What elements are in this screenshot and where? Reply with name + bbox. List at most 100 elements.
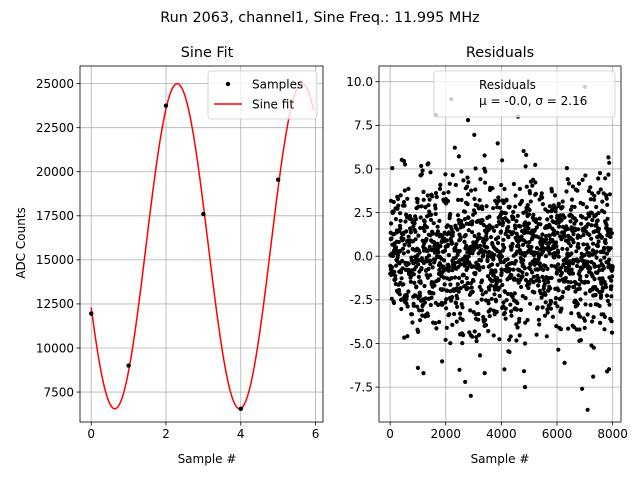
residual-point <box>604 196 609 201</box>
residual-point <box>406 186 411 191</box>
residual-point <box>483 317 488 323</box>
residual-point <box>575 302 580 307</box>
residual-point <box>508 334 513 339</box>
sine-fit-xtick-label: 2 <box>162 427 170 441</box>
residual-point <box>486 301 491 306</box>
residual-point <box>444 238 449 243</box>
residual-point <box>534 225 539 230</box>
residual-point <box>583 302 588 307</box>
residual-point <box>527 207 532 213</box>
sample-point <box>126 363 131 368</box>
sample-point <box>89 311 94 316</box>
residuals-ytick-label: 10.0 <box>346 75 373 89</box>
residual-point <box>523 164 528 169</box>
residual-point <box>533 191 539 196</box>
residual-point <box>515 234 521 239</box>
residual-point <box>433 206 438 211</box>
residual-point <box>428 170 433 175</box>
residual-point <box>603 241 608 246</box>
residual-point <box>453 300 459 306</box>
residual-point <box>512 277 517 282</box>
residual-point <box>591 315 596 320</box>
residual-point <box>574 218 579 223</box>
residual-point <box>473 187 478 192</box>
residual-point <box>610 274 615 279</box>
residual-point <box>538 222 543 227</box>
sine-fit-legend: Samples Sine fit <box>207 70 318 120</box>
residual-point <box>481 265 486 270</box>
residual-point <box>524 152 529 157</box>
residual-outlier-point <box>415 365 420 370</box>
residual-point <box>596 264 601 269</box>
residual-point <box>495 262 500 267</box>
residual-point <box>486 329 491 334</box>
residual-point <box>441 275 446 280</box>
residual-point <box>468 281 473 286</box>
residual-point <box>437 218 442 223</box>
residual-point <box>596 190 601 195</box>
residual-point <box>607 257 612 262</box>
residual-point <box>603 285 609 290</box>
residual-point <box>419 172 424 177</box>
residual-point <box>588 197 593 202</box>
residual-point <box>488 283 493 288</box>
sample-point <box>238 406 243 411</box>
residual-point <box>455 213 461 218</box>
residual-point <box>570 261 576 266</box>
residual-point <box>609 319 614 324</box>
residual-point <box>411 272 416 277</box>
residual-point <box>479 288 484 293</box>
sample-point <box>163 103 169 108</box>
residual-point <box>443 172 448 177</box>
residual-point <box>559 217 564 222</box>
residual-point <box>545 266 550 271</box>
residual-point <box>441 258 447 263</box>
residual-point <box>458 311 463 316</box>
residual-point <box>416 329 421 334</box>
residual-point <box>574 249 579 254</box>
residual-point <box>419 163 424 169</box>
residual-point <box>402 335 407 340</box>
residual-point <box>466 254 471 259</box>
residual-point <box>477 284 482 289</box>
residual-point <box>446 253 451 258</box>
residual-point <box>556 254 561 259</box>
residual-point <box>537 322 542 327</box>
residual-point <box>498 229 504 234</box>
residual-point <box>465 281 470 286</box>
residual-point <box>473 166 478 171</box>
residual-point <box>576 181 582 186</box>
residual-point <box>603 237 608 242</box>
sine-fit-xtick-label: 4 <box>237 427 245 441</box>
residual-point <box>526 226 531 231</box>
residual-point <box>598 187 603 192</box>
residual-outlier-point <box>468 393 473 398</box>
residuals-ytick-label: 0.0 <box>354 250 373 264</box>
residual-point <box>556 347 561 352</box>
residual-point <box>477 235 483 240</box>
residual-point <box>494 224 499 229</box>
residual-point <box>521 258 526 263</box>
residual-point <box>582 318 588 323</box>
residual-point <box>513 259 519 264</box>
residual-point <box>494 309 499 314</box>
residual-point <box>543 254 549 259</box>
residual-point <box>597 303 602 309</box>
residual-point <box>586 245 591 250</box>
residual-point <box>421 197 426 202</box>
residual-point <box>509 273 514 278</box>
residual-point <box>491 333 496 338</box>
residual-point <box>406 289 411 294</box>
residual-point <box>564 166 570 171</box>
residual-point <box>449 226 454 232</box>
residuals-ytick-label: -5.0 <box>350 337 373 351</box>
residual-point <box>420 168 425 173</box>
residual-point <box>545 209 551 214</box>
residual-point <box>418 280 423 285</box>
residual-point <box>440 359 445 364</box>
residuals-xtick-label: 0 <box>386 427 394 441</box>
residual-point <box>518 224 523 229</box>
residual-point <box>471 247 476 252</box>
residual-point <box>570 271 576 276</box>
residual-point <box>502 367 507 372</box>
